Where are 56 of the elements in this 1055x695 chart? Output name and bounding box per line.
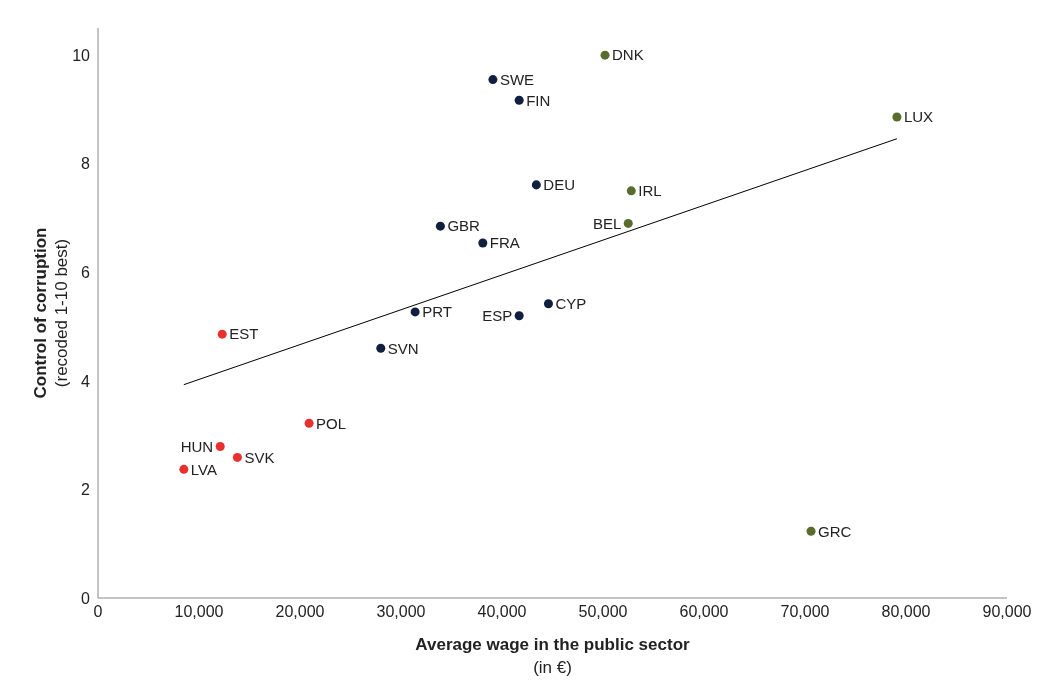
point [488, 75, 498, 85]
y-tick-label: 6 [81, 263, 91, 281]
point [531, 180, 541, 190]
annotation: IRL [638, 182, 662, 200]
point [600, 50, 610, 60]
x-tick-label: 50,000 [578, 603, 628, 621]
y-tick-label: 0 [81, 589, 91, 607]
y-axis-title: Control of corruption (recoded 1-10 best) [31, 227, 71, 399]
point [478, 238, 488, 248]
point [543, 299, 553, 309]
point [232, 452, 242, 462]
x-tick-label: 30,000 [376, 603, 426, 621]
annotation: SWE [499, 70, 535, 88]
annotation: POL [316, 414, 347, 432]
annotation: GRC [818, 522, 852, 540]
point [623, 218, 633, 228]
annotation: SVN [387, 339, 419, 357]
point [304, 418, 314, 428]
point [435, 221, 445, 231]
point [376, 343, 386, 353]
point [892, 112, 902, 122]
annotation: FIN [526, 91, 551, 109]
x-tick-label: 90,000 [982, 603, 1032, 621]
point [626, 186, 636, 196]
x-tick-label: 40,000 [477, 603, 527, 621]
annotation: EST [229, 325, 259, 343]
x-tick-label: 10,000 [174, 603, 224, 621]
y-tick-label: 8 [81, 155, 91, 173]
y-tick-label: 10 [72, 46, 91, 64]
point [514, 95, 524, 105]
x-axis-title: Average wage in the public sector (in €) [415, 635, 691, 677]
y-tick-label: 2 [81, 481, 91, 499]
annotation: HUN [180, 437, 214, 455]
point [806, 526, 816, 536]
annotation: FRA [489, 234, 520, 252]
point [179, 464, 189, 474]
point [217, 329, 227, 339]
x-tick-label: 80,000 [881, 603, 931, 621]
annotation: GBR [447, 217, 481, 235]
point [410, 307, 420, 317]
annotation: LVA [190, 460, 217, 478]
annotation: LUX [903, 108, 934, 126]
x-tick-label: 20,000 [275, 603, 325, 621]
x-tick-label: 0 [93, 603, 103, 621]
x-tick-label: 70,000 [780, 603, 830, 621]
x-tick-label: 60,000 [679, 603, 729, 621]
annotation: CYP [555, 295, 587, 313]
annotation: SVK [244, 448, 275, 466]
y-tick-label: 4 [81, 372, 91, 390]
annotation: DEU [543, 176, 576, 194]
point [514, 311, 524, 321]
annotation: PRT [422, 303, 452, 321]
annotation: BEL [592, 214, 622, 232]
annotation: DNK [612, 46, 644, 64]
annotation: ESP [482, 307, 513, 325]
point [215, 442, 225, 452]
